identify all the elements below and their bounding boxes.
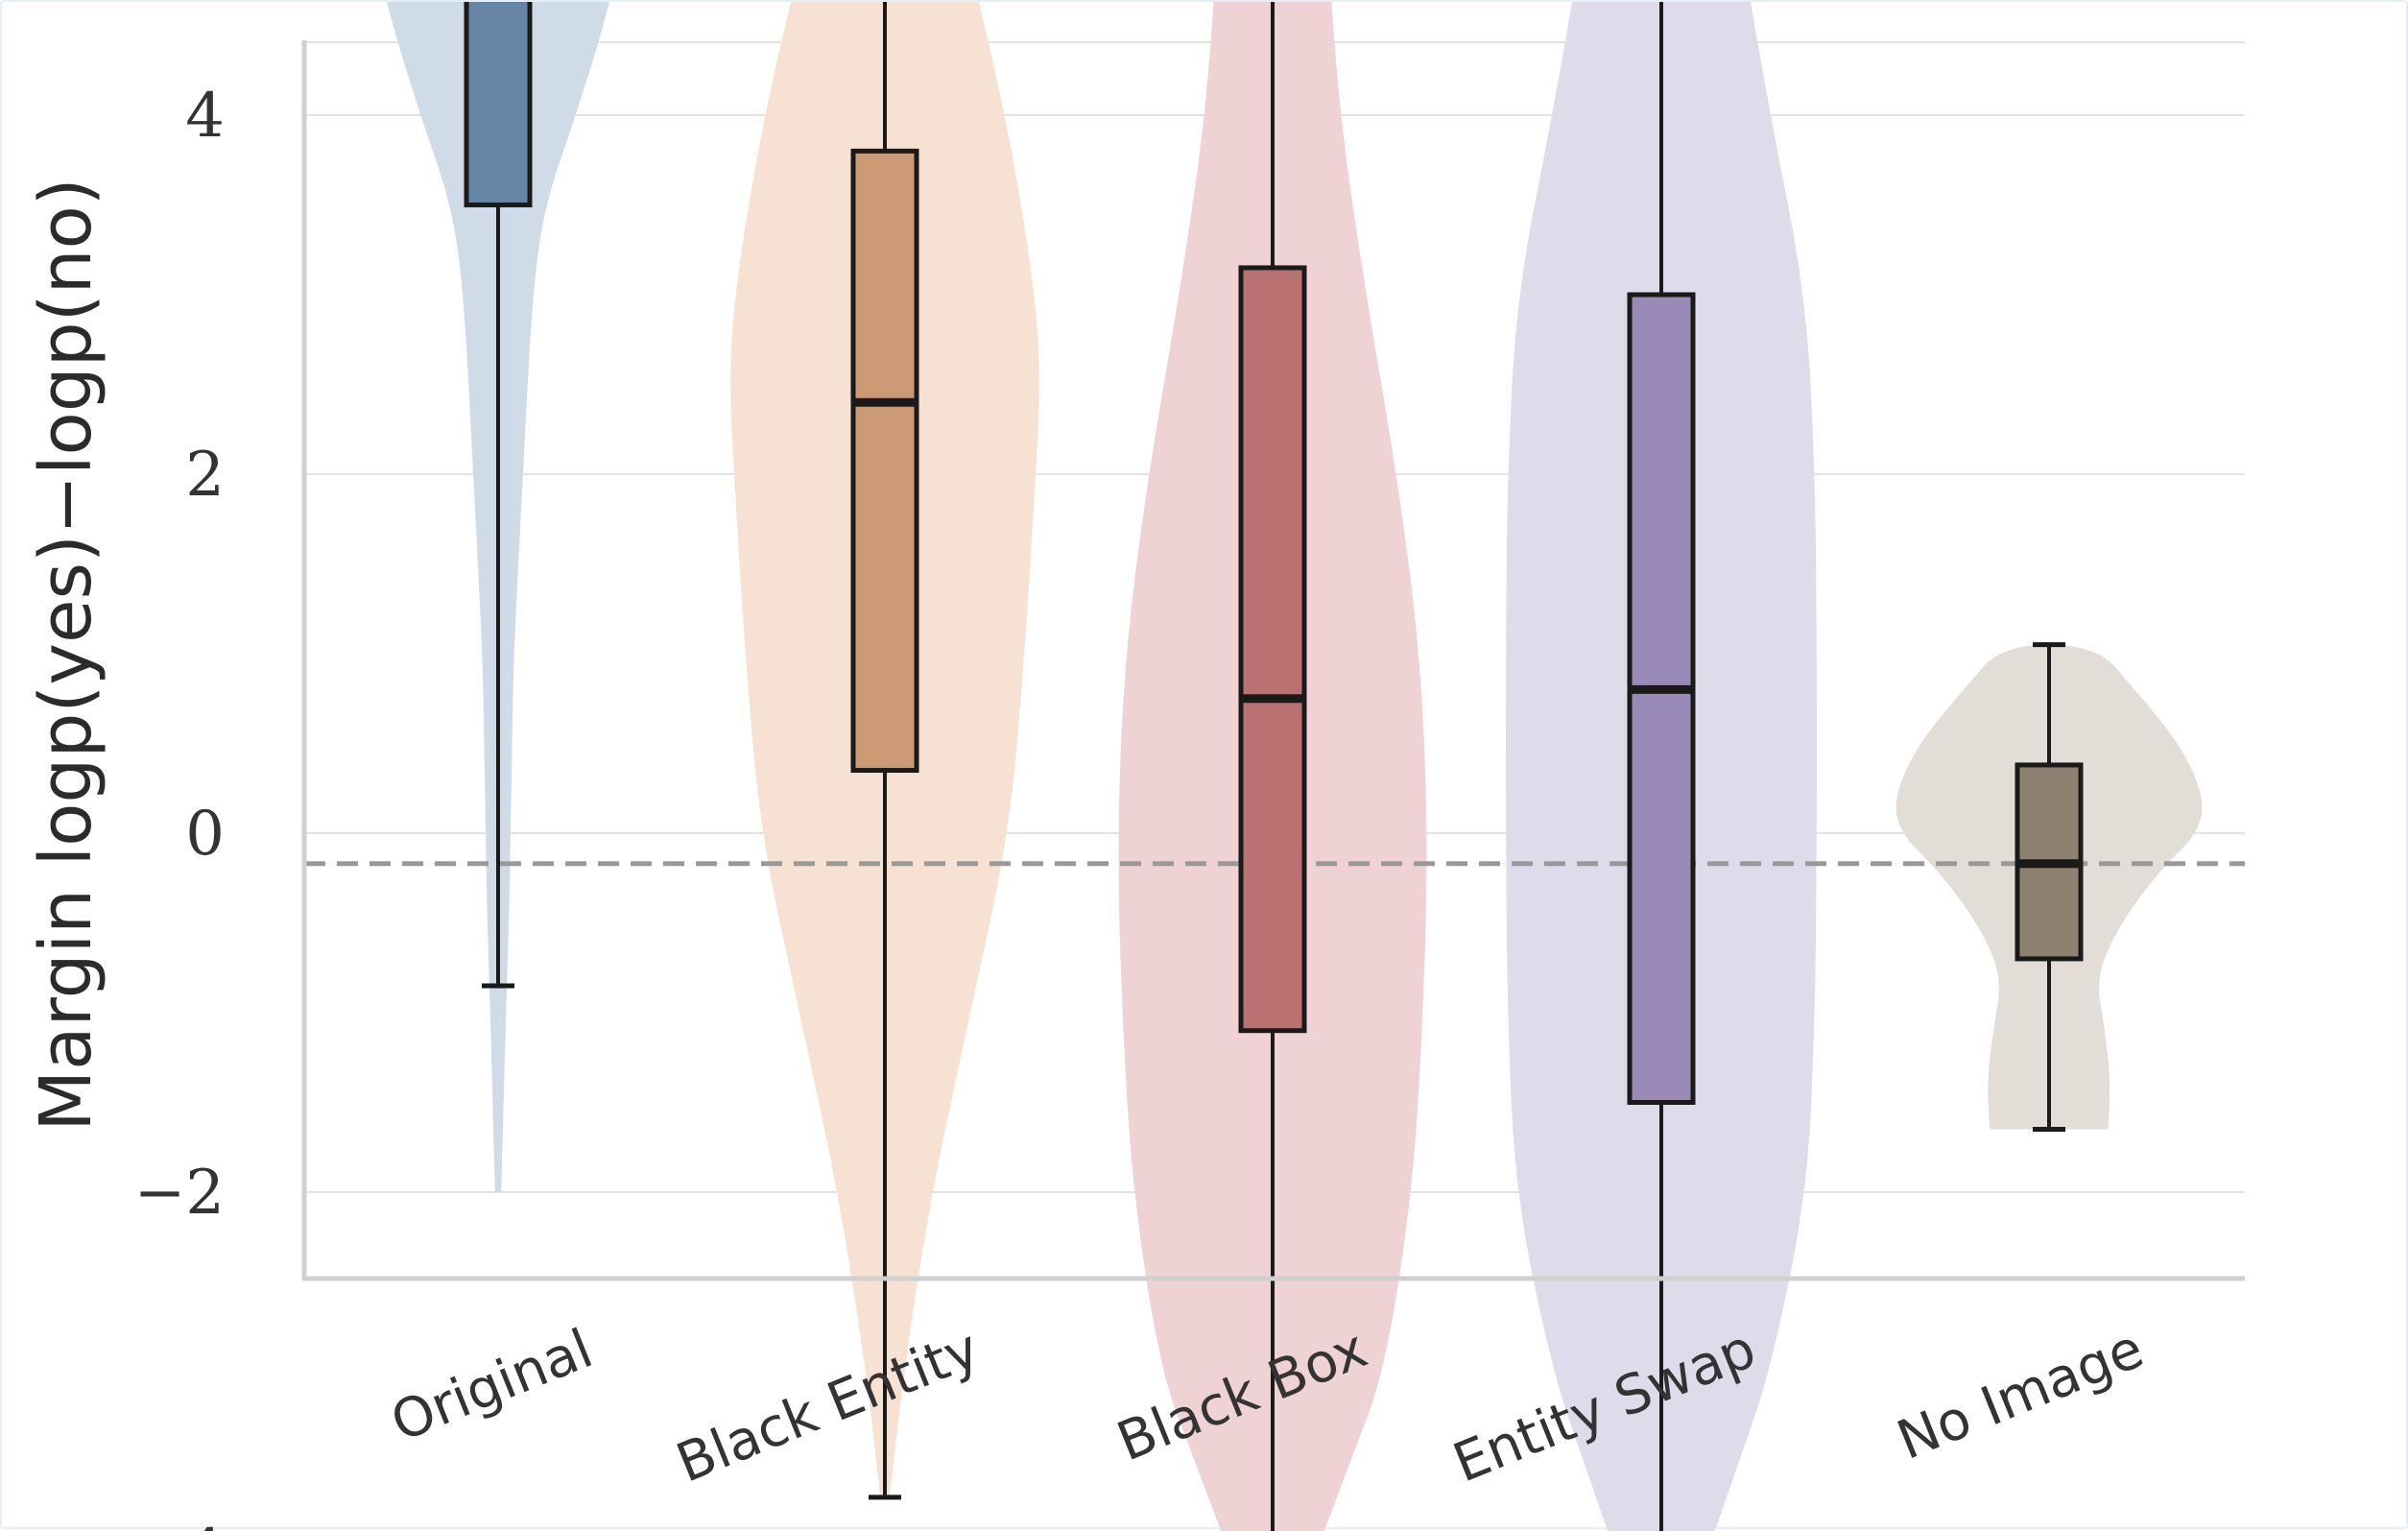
iqr-box — [464, 2, 533, 207]
box-black-entity — [850, 2, 919, 1500]
y-tick-label: −2 — [134, 1158, 225, 1229]
x-tick-label: Black Entity — [668, 1318, 988, 1495]
box-black-box — [1238, 2, 1307, 1531]
axes — [301, 40, 2245, 1281]
y-tick-label: 2 — [185, 440, 225, 511]
iqr-box — [1238, 265, 1307, 1034]
y-axis-label: Margin logp(yes)−logp(no) — [25, 178, 107, 1131]
box-entity-swap — [1627, 2, 1696, 1531]
box-no-image — [2015, 642, 2084, 1133]
y-tick-label: 4 — [185, 81, 225, 152]
x-tick-label: Original — [383, 1318, 602, 1454]
x-tick-label: No Image — [1889, 1318, 2152, 1472]
y-tick-label: −4 — [134, 1517, 225, 1531]
y-tick-label: 0 — [185, 799, 225, 870]
box-plots — [464, 2, 2084, 1531]
iqr-box — [850, 148, 919, 774]
iqr-box — [1627, 292, 1696, 1105]
y-tick-labels: −4−202468 — [134, 81, 225, 1531]
box-original — [464, 2, 533, 989]
